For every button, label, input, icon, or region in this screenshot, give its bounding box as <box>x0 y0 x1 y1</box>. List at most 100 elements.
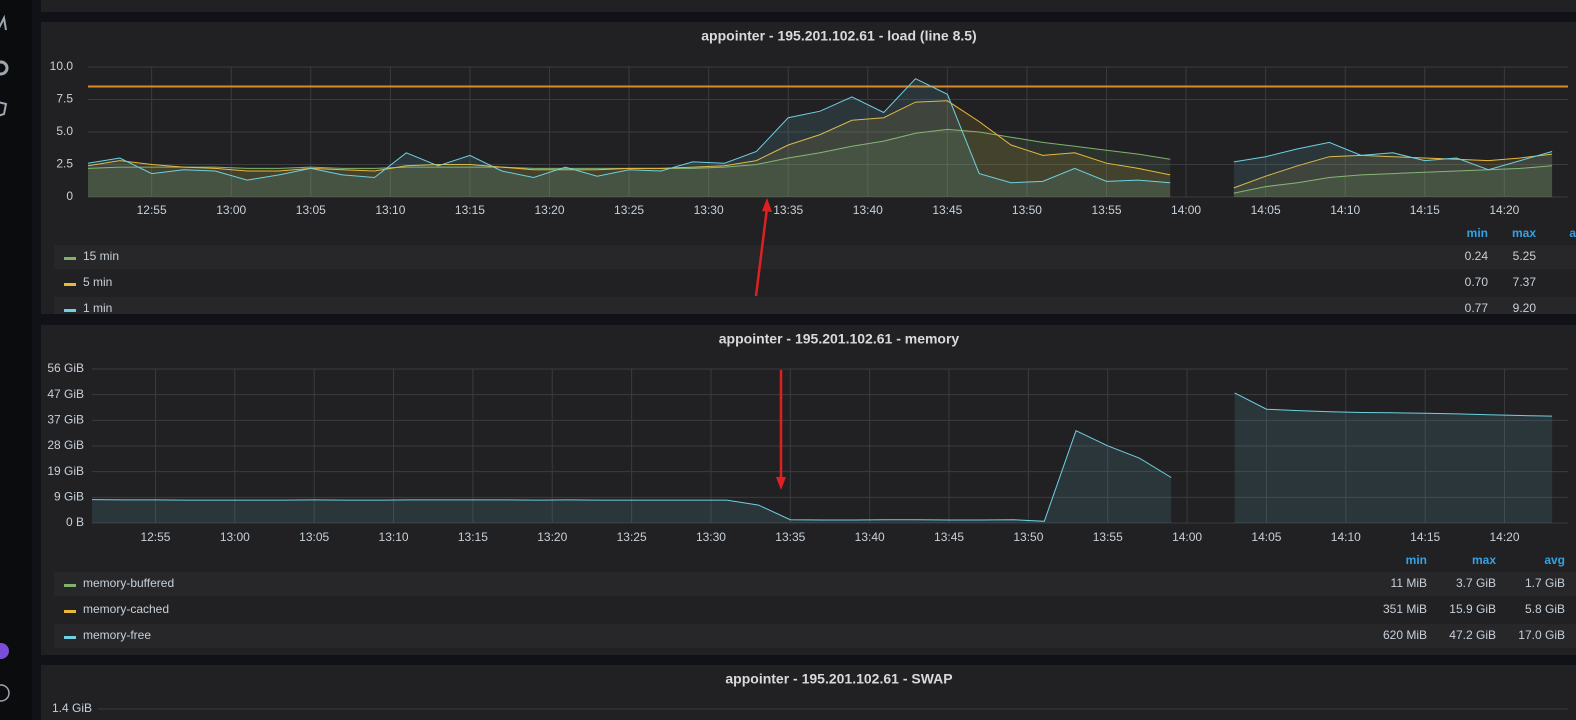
help-icon[interactable] <box>0 684 10 702</box>
x-tick-label: 13:55 <box>1091 203 1121 217</box>
legend-header[interactable]: avg <box>1569 226 1576 240</box>
annotations <box>754 198 786 490</box>
x-tick-label: 13:10 <box>379 530 409 544</box>
y-tick-label: 0 B <box>66 515 84 529</box>
legend-label[interactable]: 5 min <box>83 275 112 289</box>
y-tick-label: 37 GiB <box>47 413 84 427</box>
user-avatar[interactable] <box>0 643 9 659</box>
x-tick-label: 13:40 <box>853 203 883 217</box>
legend-label[interactable]: 1 min <box>83 301 112 315</box>
legend-label[interactable]: memory-free <box>83 628 151 642</box>
legend-label[interactable]: memory-buffered <box>83 576 174 590</box>
x-tick-label: 14:00 <box>1171 203 1201 217</box>
legend-stat: 3.7 GiB <box>1456 576 1496 590</box>
legend-stat: 15.9 GiB <box>1449 602 1496 616</box>
shield-icon[interactable] <box>0 101 8 117</box>
x-tick-label: 13:10 <box>375 203 405 217</box>
panel-title: appointer - 195.201.102.61 - load (line … <box>701 28 976 44</box>
legend-label[interactable]: memory-cached <box>83 602 169 616</box>
legend-row <box>54 245 1576 269</box>
y-tick-label: 19 GiB <box>47 464 84 478</box>
y-tick-label: 9 GiB <box>54 490 84 504</box>
x-tick-label: 14:10 <box>1330 203 1360 217</box>
x-tick-label: 13:25 <box>614 203 644 217</box>
legend-header[interactable]: max <box>1472 553 1496 567</box>
legend-swatch <box>64 283 76 286</box>
x-tick-label: 14:15 <box>1410 530 1440 544</box>
arrow-head <box>776 477 786 490</box>
y-tick-label: 5.0 <box>56 124 73 138</box>
x-tick-label: 13:50 <box>1012 203 1042 217</box>
legend-stat: 17.0 GiB <box>1518 628 1565 642</box>
x-tick-label: 13:35 <box>775 530 805 544</box>
legend-label[interactable]: 15 min <box>83 249 119 263</box>
y-tick-label: 56 GiB <box>47 361 84 375</box>
series-area <box>88 78 1553 197</box>
load-panel: appointer - 195.201.102.61 - load (line … <box>50 28 1576 315</box>
x-tick-label: 14:10 <box>1331 530 1361 544</box>
legend-stat: 351 MiB <box>1383 602 1427 616</box>
settings-icon[interactable] <box>0 60 9 76</box>
legend-header[interactable]: min <box>1406 553 1427 567</box>
y-tick-label: 0 <box>66 189 73 203</box>
legend-stat: 1.7 GiB <box>1525 576 1565 590</box>
legend-swatch <box>64 636 76 639</box>
x-tick-label: 13:15 <box>455 203 485 217</box>
legend-stat: 11 MiB <box>1391 576 1427 590</box>
panel <box>41 665 1576 720</box>
x-tick-label: 13:45 <box>932 203 962 217</box>
legend-header[interactable]: avg <box>1544 553 1565 567</box>
series-area <box>92 392 1553 523</box>
arrow <box>754 207 769 297</box>
panel-title: appointer - 195.201.102.61 - SWAP <box>725 671 952 687</box>
x-tick-label: 14:20 <box>1490 530 1520 544</box>
legend-stat: 620 MiB <box>1383 628 1427 642</box>
legend-row <box>54 572 1576 596</box>
x-tick-label: 13:00 <box>220 530 250 544</box>
x-tick-label: 14:15 <box>1410 203 1440 217</box>
legend-stat: 0.70 <box>1465 275 1489 289</box>
series-area <box>88 129 1553 197</box>
nav-icon[interactable] <box>0 14 7 31</box>
series-area <box>88 100 1553 197</box>
x-tick-label: 13:45 <box>934 530 964 544</box>
legend-header[interactable]: max <box>1512 226 1536 240</box>
memory-panel: appointer - 195.201.102.61 - memory 0 B 9 … <box>47 331 1576 648</box>
swap-panel: appointer - 195.201.102.61 - SWAP 1.4 GiB <box>52 671 1568 715</box>
legend-stat: 7.37 <box>1513 275 1537 289</box>
panel-title: appointer - 195.201.102.61 - memory <box>719 331 960 347</box>
x-tick-label: 14:20 <box>1489 203 1519 217</box>
legend-header[interactable]: min <box>1467 226 1488 240</box>
legend-stat: 9.20 <box>1513 301 1537 315</box>
series-line <box>87 100 1553 189</box>
legend-swatch <box>64 610 76 613</box>
x-tick-label: 14:05 <box>1251 203 1281 217</box>
series-line <box>91 392 1553 522</box>
legend-stat: 5.8 GiB <box>1525 602 1565 616</box>
legend-swatch <box>64 257 76 260</box>
series-line <box>87 78 1553 184</box>
legend-row <box>54 624 1576 648</box>
legend-row <box>54 297 1576 314</box>
panel <box>41 325 1576 655</box>
panel-stub <box>41 0 1576 12</box>
y-tick-label: 2.5 <box>56 157 73 171</box>
legend-stat: 0.77 <box>1465 301 1489 315</box>
x-tick-label: 13:20 <box>534 203 564 217</box>
arrow-head <box>762 198 772 212</box>
x-tick-label: 13:15 <box>458 530 488 544</box>
x-tick-label: 12:55 <box>137 203 167 217</box>
y-tick-label: 10.0 <box>50 59 74 73</box>
x-tick-label: 13:05 <box>296 203 326 217</box>
legend-swatch <box>64 584 76 587</box>
x-tick-label: 14:00 <box>1172 530 1202 544</box>
y-tick-label: 28 GiB <box>47 438 84 452</box>
legend-swatch <box>64 309 76 312</box>
x-tick-label: 13:50 <box>1013 530 1043 544</box>
x-tick-label: 13:40 <box>855 530 885 544</box>
y-tick-label: 1.4 GiB <box>52 701 92 715</box>
x-tick-label: 13:25 <box>617 530 647 544</box>
legend-stat: 0.24 <box>1465 249 1489 263</box>
